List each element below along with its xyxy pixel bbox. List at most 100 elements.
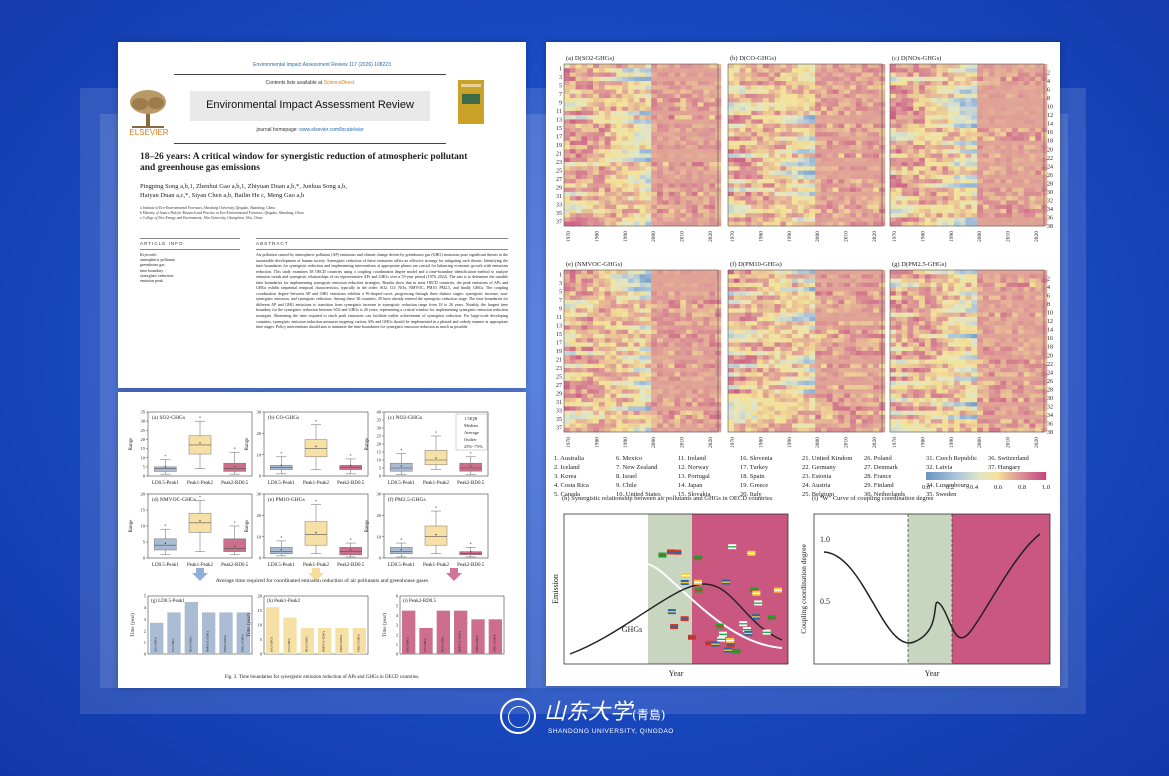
heatmap-cell <box>953 127 961 133</box>
heatmap-cell <box>751 72 758 78</box>
heatmap-cell <box>569 316 576 322</box>
heatmap-cell <box>751 136 758 142</box>
heatmap-cell <box>895 81 902 86</box>
heatmap-cell <box>907 89 914 95</box>
bar <box>436 610 450 654</box>
heatmap-cell <box>680 342 687 348</box>
heatmap-cell <box>581 217 588 223</box>
heatmap-cell <box>564 149 571 154</box>
panel-label: (c) NO2-GHGs <box>388 414 422 421</box>
heatmap-cell <box>703 170 710 176</box>
heatmap-cell <box>1029 89 1036 95</box>
heatmap-cell <box>982 85 990 90</box>
heatmap-cell <box>587 372 594 377</box>
heatmap-cell <box>1017 136 1024 142</box>
heatmap-cell <box>656 278 664 284</box>
heatmap-cell <box>901 174 908 180</box>
heatmap-cell <box>953 106 961 112</box>
heatmap-cell <box>780 149 787 154</box>
heatmap-cell <box>838 64 845 69</box>
heatmap-cell <box>639 89 646 95</box>
heatmap-cell <box>645 333 652 339</box>
heatmap-cell <box>739 119 746 124</box>
heatmap-cell <box>709 106 716 112</box>
heatmap-cell <box>610 64 617 69</box>
heatmap-cell <box>977 191 984 197</box>
heatmap-cell <box>581 406 588 411</box>
heatmap-cell <box>953 191 961 197</box>
heatmap-cell <box>762 278 769 284</box>
heatmap-cell <box>639 368 646 373</box>
heatmap-cell <box>703 274 710 279</box>
heatmap-cell <box>593 372 600 377</box>
heatmap-cell <box>1035 204 1042 210</box>
heatmap-cell <box>803 329 810 335</box>
heatmap-cell <box>791 217 799 223</box>
heatmap-cell <box>745 132 752 137</box>
heatmap-cell <box>936 127 943 133</box>
heatmap-cell <box>622 304 629 309</box>
heatmap-cell <box>826 170 833 176</box>
heatmap-cell <box>791 325 799 330</box>
heatmap-cell <box>622 338 629 343</box>
heatmap-cell <box>686 213 693 218</box>
heatmap-cell <box>575 93 582 99</box>
heatmap-cell <box>1012 93 1019 99</box>
heatmap-cell <box>686 110 693 116</box>
heatmap-cell <box>982 123 990 129</box>
year-tick-label: 1990 <box>623 437 629 448</box>
heatmap-cell <box>680 397 687 403</box>
heatmap-cell <box>680 363 687 369</box>
heatmap-cell <box>826 295 833 301</box>
heatmap-cell <box>965 183 972 188</box>
heatmap-cell <box>709 81 716 86</box>
heatmap-cell <box>809 145 816 150</box>
box <box>424 525 448 546</box>
heatmap-cell <box>780 183 787 188</box>
heatmap-cell <box>948 81 955 86</box>
heatmap-cell <box>581 200 588 205</box>
heatmap-cell <box>739 174 746 180</box>
heatmap-cell <box>639 145 646 150</box>
heatmap-cell <box>569 200 576 205</box>
heatmap-cell <box>668 127 675 133</box>
heatmap-cell <box>703 282 710 288</box>
heatmap-cell <box>680 208 687 214</box>
heatmap-cell <box>639 153 646 159</box>
heatmap-cell <box>691 187 698 193</box>
heatmap-cell <box>873 68 880 73</box>
heatmap-cell <box>668 208 675 214</box>
heatmap-cell <box>820 132 828 137</box>
heatmap-cell <box>838 308 845 313</box>
heatmap-cell <box>575 81 582 86</box>
heatmap-cell <box>815 132 822 137</box>
heatmap-cell <box>959 208 966 214</box>
heatmap-cell <box>791 93 799 99</box>
heatmap-cell <box>757 299 764 305</box>
heatmap-cell <box>838 304 845 309</box>
heatmap-cell <box>791 179 799 184</box>
heatmap-cell <box>703 380 710 386</box>
heatmap-cell <box>820 291 828 296</box>
heatmap-cell <box>1023 166 1030 171</box>
heatmap-cell <box>924 166 931 171</box>
heatmap-cell <box>674 140 681 146</box>
heatmap-cell <box>757 187 764 193</box>
heatmap-cell <box>977 196 984 201</box>
heatmap-cell <box>924 221 931 227</box>
heatmap-cell <box>988 98 995 103</box>
heatmap-cell <box>686 68 693 73</box>
heatmap-cell <box>809 221 816 227</box>
heatmap-cell <box>919 89 926 95</box>
heatmap-cell <box>762 338 769 343</box>
heatmap-cell <box>890 153 897 159</box>
heatmap-cell <box>838 68 845 73</box>
heatmap-cell <box>890 221 897 227</box>
row-label-right: 14 <box>1047 122 1053 128</box>
heatmap-cell <box>703 393 710 399</box>
row-label-left: 3 <box>559 75 562 81</box>
heatmap-cell <box>598 329 605 335</box>
heatmap-cell <box>581 321 588 326</box>
heatmap-cell <box>564 372 571 377</box>
average-dot <box>280 464 283 467</box>
